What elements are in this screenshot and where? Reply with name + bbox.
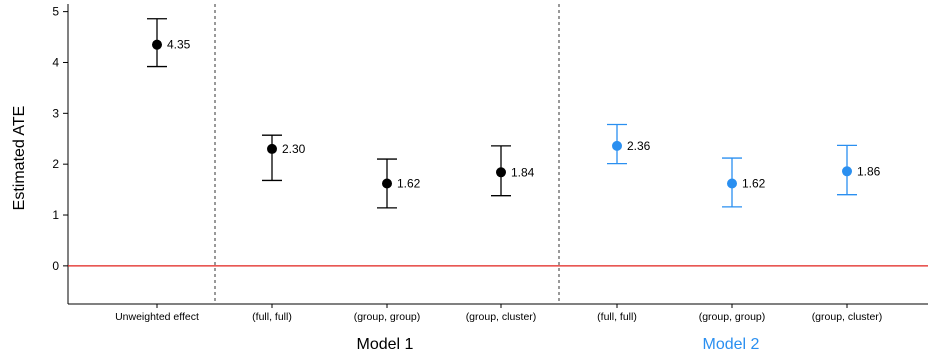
point-estimate — [842, 166, 852, 177]
x-tick-label: (full, full) — [252, 311, 292, 323]
y-tick-label: 4 — [52, 55, 59, 69]
y-tick-label: 0 — [52, 259, 59, 273]
y-tick-label: 1 — [52, 208, 59, 222]
point-value-label: 4.35 — [167, 38, 191, 52]
point-estimate — [267, 143, 277, 154]
y-axis-label: Estimated ATE — [11, 106, 28, 211]
point-estimate — [496, 167, 506, 178]
point-value-label: 1.62 — [397, 176, 421, 190]
y-tick-label: 3 — [52, 106, 59, 120]
x-tick-label: (group, group) — [699, 311, 766, 323]
y-tick-label: 5 — [52, 5, 59, 19]
y-tick-label: 2 — [52, 157, 59, 171]
group-label-model-2: Model 2 — [703, 336, 760, 353]
point-value-label: 1.86 — [857, 164, 881, 178]
point-value-label: 2.36 — [627, 139, 651, 153]
x-tick-label: (full, full) — [597, 311, 637, 323]
point-value-label: 2.30 — [282, 142, 306, 156]
point-value-label: 1.62 — [742, 176, 766, 190]
x-tick-label: (group, group) — [354, 311, 421, 323]
group-label-model-1: Model 1 — [357, 336, 414, 353]
point-estimate — [612, 140, 622, 151]
point-estimate — [152, 39, 162, 50]
point-value-label: 1.84 — [511, 165, 535, 179]
x-tick-label: (group, cluster) — [812, 311, 883, 323]
plot-area: 0 1 2 3 4 5 Unweighted effect (full, full) (grou… — [52, 4, 928, 323]
point-estimate — [727, 178, 737, 189]
x-tick-label: (group, cluster) — [466, 311, 537, 323]
x-tick-label: Unweighted effect — [115, 311, 199, 323]
point-estimate — [382, 178, 392, 189]
